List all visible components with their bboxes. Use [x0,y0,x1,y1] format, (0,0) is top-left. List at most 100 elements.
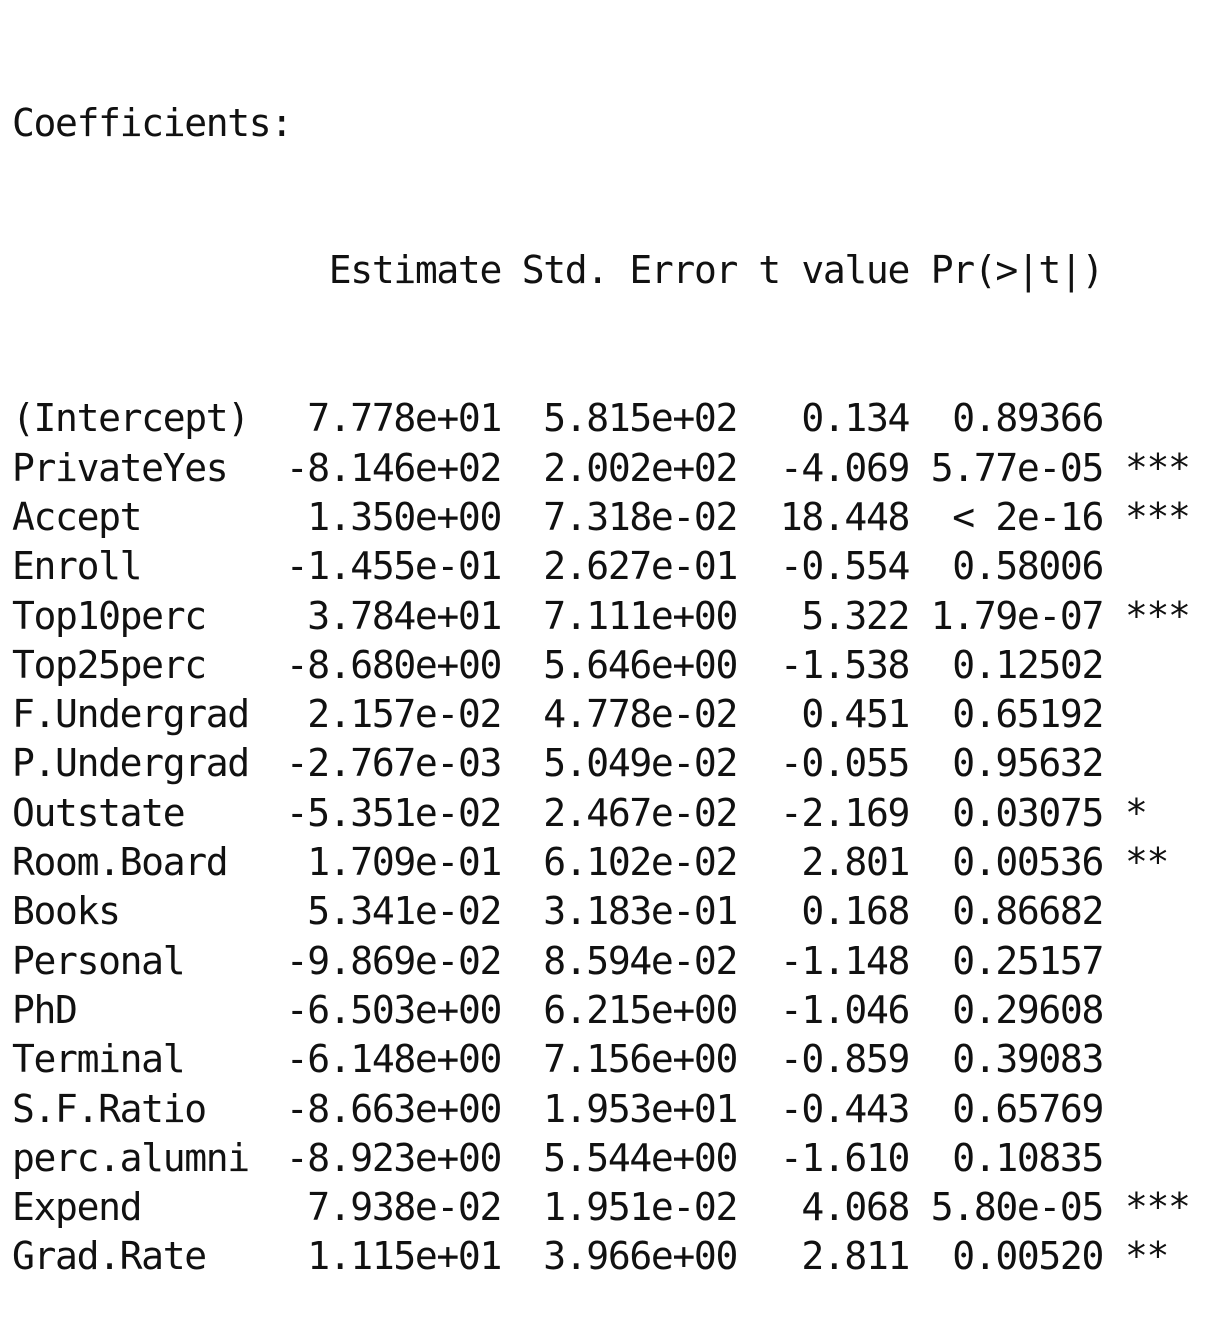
coef-name: Accept [12,494,143,539]
coef-name: Top10perc [12,593,207,638]
table-row: P.Undergrad -2.767e-03 5.049e-02 -0.055 0.95… [12,739,1208,788]
coef-std-error: 5.815e+02 [543,396,738,441]
coef-name: (Intercept) [12,396,250,441]
coef-std-error: 1.951e-02 [543,1185,738,1230]
coef-estimate: -8.146e+02 [285,445,503,490]
regression-coefficients-output: Coefficients: Estimate Std. Error t value P… [12,0,1208,1331]
table-row: (Intercept) 7.778e+01 5.815e+02 0.134 0.8936… [12,394,1208,443]
table-row: Accept 1.350e+00 7.318e-02 18.448 < 2e-16 *** [12,493,1208,542]
coef-t-value: -1.538 [779,642,911,687]
coef-name: F.Undergrad [12,692,250,737]
coef-p-value: 0.65769 [952,1086,1104,1131]
coef-t-value: 4.068 [801,1185,910,1230]
table-row: Enroll -1.455e-01 2.627e-01 -0.554 0.58006 [12,542,1208,591]
coef-std-error: 5.544e+00 [543,1135,738,1180]
coefficients-title: Coefficients: [12,100,293,145]
header-std-error: Std. Error [521,248,739,293]
coef-estimate: -6.503e+00 [285,987,503,1032]
table-row: Room.Board 1.709e-01 6.102e-02 2.801 0.00536… [12,838,1208,887]
coef-estimate: 1.709e-01 [307,840,502,885]
coef-name: PhD [12,987,78,1032]
table-row: Outstate -5.351e-02 2.467e-02 -2.169 0.03075… [12,789,1208,838]
coef-t-value: -0.554 [779,544,911,589]
coef-std-error: 3.966e+00 [543,1234,738,1279]
table-row: PhD -6.503e+00 6.215e+00 -1.046 0.29608 [12,986,1208,1035]
coef-signif-stars: *** [1125,494,1191,539]
table-row: S.F.Ratio -8.663e+00 1.953e+01 -0.443 0.6576… [12,1085,1208,1134]
coef-estimate: 1.350e+00 [307,494,502,539]
coef-t-value: 2.801 [801,840,910,885]
coef-std-error: 2.467e-02 [543,790,738,835]
coef-std-error: 6.102e-02 [543,840,738,885]
coef-name: Enroll [12,544,143,589]
table-row: Grad.Rate 1.115e+01 3.966e+00 2.811 0.00520 *… [12,1232,1208,1281]
coef-signif-stars: *** [1125,1185,1191,1230]
coef-p-value: 5.80e-05 [930,1185,1105,1230]
coef-estimate: 7.778e+01 [307,396,502,441]
coef-signif-stars: * [1125,790,1148,835]
coef-p-value: 5.77e-05 [930,445,1105,490]
table-row: Expend 7.938e-02 1.951e-02 4.068 5.80e-05 *** [12,1183,1208,1232]
coef-name: PrivateYes [12,445,229,490]
coef-estimate: -8.680e+00 [285,642,503,687]
table-row: PrivateYes -8.146e+02 2.002e+02 -4.069 5.77e… [12,444,1208,493]
coef-p-value: 0.58006 [952,544,1104,589]
header-t-value: t value [758,248,910,293]
coef-estimate: 1.115e+01 [307,1234,502,1279]
coef-t-value: -4.069 [779,445,911,490]
coef-signif-stars: ** [1125,1234,1169,1279]
coef-t-value: -1.148 [779,938,911,983]
coef-t-value: 2.811 [801,1234,910,1279]
coefficients-table-body: (Intercept) 7.778e+01 5.815e+02 0.134 0.8936… [12,394,1208,1281]
coef-estimate: -9.869e-02 [285,938,503,983]
coef-estimate: -2.767e-03 [285,741,503,786]
coef-p-value: 0.65192 [952,692,1104,737]
coef-p-value: 0.12502 [952,642,1104,687]
table-row: Top25perc -8.680e+00 5.646e+00 -1.538 0.1250… [12,641,1208,690]
coef-estimate: -5.351e-02 [285,790,503,835]
coef-std-error: 8.594e-02 [543,938,738,983]
coef-name: Room.Board [12,840,229,885]
coef-name: Personal [12,938,186,983]
table-row: perc.alumni -8.923e+00 5.544e+00 -1.610 0.10… [12,1134,1208,1183]
coef-std-error: 1.953e+01 [543,1086,738,1131]
coef-name: Grad.Rate [12,1234,207,1279]
coef-t-value: -2.169 [779,790,911,835]
coef-t-value: 5.322 [801,593,910,638]
coef-t-value: -0.859 [779,1037,911,1082]
coef-estimate: 2.157e-02 [307,692,502,737]
coef-p-value: 0.25157 [952,938,1104,983]
table-row: Personal -9.869e-02 8.594e-02 -1.148 0.25157 [12,937,1208,986]
coef-t-value: 0.168 [801,889,910,934]
coef-p-value: 0.10835 [952,1135,1104,1180]
coef-t-value: 0.451 [801,692,910,737]
coef-signif-stars: ** [1125,840,1169,885]
coef-std-error: 2.002e+02 [543,445,738,490]
coef-std-error: 3.183e-01 [543,889,738,934]
coef-p-value: 0.95632 [952,741,1104,786]
coefficients-header-row: Estimate Std. Error t value Pr(>|t|) [12,246,1208,295]
table-row: F.Undergrad 2.157e-02 4.778e-02 0.451 0.6519… [12,690,1208,739]
coef-p-value: 0.00536 [952,840,1104,885]
coef-p-value: 0.89366 [952,396,1104,441]
coef-t-value: -1.046 [779,987,911,1032]
coef-name: perc.alumni [12,1135,250,1180]
coef-name: Books [12,889,121,934]
coef-name: Top25perc [12,642,207,687]
coef-estimate: 5.341e-02 [307,889,502,934]
coef-t-value: 0.134 [801,396,910,441]
coef-p-value: 0.86682 [952,889,1104,934]
coef-estimate: -8.663e+00 [285,1086,503,1131]
coef-t-value: -1.610 [779,1135,911,1180]
coef-p-value: 0.39083 [952,1037,1104,1082]
coef-name: S.F.Ratio [12,1086,207,1131]
coef-estimate: -1.455e-01 [285,544,503,589]
coef-std-error: 7.318e-02 [543,494,738,539]
header-p-value: Pr(>|t|) [930,248,1105,293]
coef-name: Outstate [12,790,186,835]
coef-t-value: -0.055 [779,741,911,786]
coef-estimate: 3.784e+01 [307,593,502,638]
coef-p-value: 0.03075 [952,790,1104,835]
coef-p-value: < 2e-16 [952,494,1104,539]
coef-name: P.Undergrad [12,741,250,786]
